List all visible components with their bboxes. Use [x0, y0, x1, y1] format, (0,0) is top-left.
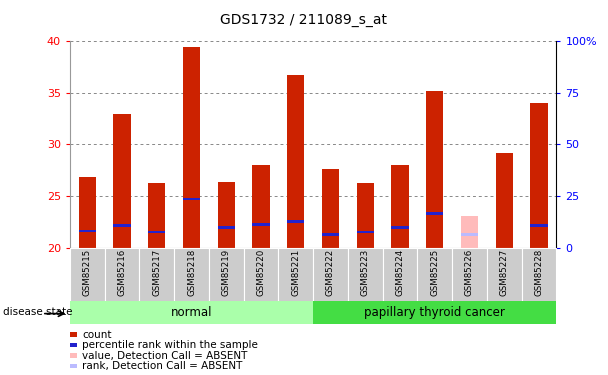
- Text: GSM85223: GSM85223: [361, 249, 370, 296]
- Bar: [70, 301, 313, 324]
- Bar: [313, 301, 556, 324]
- Text: GSM85221: GSM85221: [291, 249, 300, 296]
- Bar: [461, 232, 478, 236]
- Bar: [105, 248, 139, 302]
- Bar: [78, 177, 96, 248]
- Text: percentile rank within the sample: percentile rank within the sample: [82, 340, 258, 350]
- Bar: [287, 75, 305, 248]
- Bar: [313, 248, 348, 302]
- Bar: [382, 248, 417, 302]
- Bar: [322, 169, 339, 248]
- Bar: [392, 165, 409, 248]
- Bar: [218, 182, 235, 248]
- Text: GSM85220: GSM85220: [257, 249, 266, 296]
- Bar: [356, 183, 374, 248]
- Bar: [244, 248, 278, 302]
- Bar: [252, 224, 270, 226]
- Bar: [348, 248, 382, 302]
- Bar: [530, 224, 548, 227]
- Bar: [417, 248, 452, 302]
- Text: GSM85215: GSM85215: [83, 249, 92, 296]
- Bar: [530, 103, 548, 248]
- Text: papillary thyroid cancer: papillary thyroid cancer: [364, 306, 505, 319]
- Text: GSM85225: GSM85225: [430, 249, 439, 296]
- Text: GSM85228: GSM85228: [534, 249, 544, 296]
- Bar: [392, 226, 409, 230]
- Bar: [426, 91, 443, 248]
- Bar: [252, 165, 270, 248]
- Text: GSM85227: GSM85227: [500, 249, 509, 296]
- Bar: [496, 153, 513, 248]
- Text: GSM85216: GSM85216: [117, 249, 126, 296]
- Bar: [70, 248, 105, 302]
- Bar: [522, 248, 556, 302]
- Bar: [148, 183, 165, 248]
- Bar: [426, 212, 443, 215]
- Bar: [287, 220, 305, 223]
- Bar: [278, 248, 313, 302]
- Text: GDS1732 / 211089_s_at: GDS1732 / 211089_s_at: [221, 13, 387, 27]
- Bar: [148, 231, 165, 234]
- Bar: [218, 226, 235, 230]
- Text: GSM85224: GSM85224: [395, 249, 404, 296]
- Bar: [452, 248, 487, 302]
- Text: GSM85218: GSM85218: [187, 249, 196, 296]
- Bar: [183, 198, 200, 201]
- Text: GSM85222: GSM85222: [326, 249, 335, 296]
- Bar: [174, 248, 209, 302]
- Text: rank, Detection Call = ABSENT: rank, Detection Call = ABSENT: [82, 361, 243, 371]
- Text: GSM85217: GSM85217: [152, 249, 161, 296]
- Bar: [139, 248, 174, 302]
- Bar: [356, 231, 374, 234]
- Text: GSM85226: GSM85226: [465, 249, 474, 296]
- Text: normal: normal: [171, 306, 212, 319]
- Bar: [113, 114, 131, 248]
- Text: GSM85219: GSM85219: [222, 249, 231, 296]
- Bar: [78, 230, 96, 232]
- Bar: [113, 224, 131, 227]
- Bar: [322, 232, 339, 236]
- Text: disease state: disease state: [3, 307, 72, 317]
- Bar: [461, 216, 478, 248]
- Bar: [487, 248, 522, 302]
- Bar: [209, 248, 244, 302]
- Bar: [183, 47, 200, 248]
- Text: count: count: [82, 330, 112, 339]
- Text: value, Detection Call = ABSENT: value, Detection Call = ABSENT: [82, 351, 247, 360]
